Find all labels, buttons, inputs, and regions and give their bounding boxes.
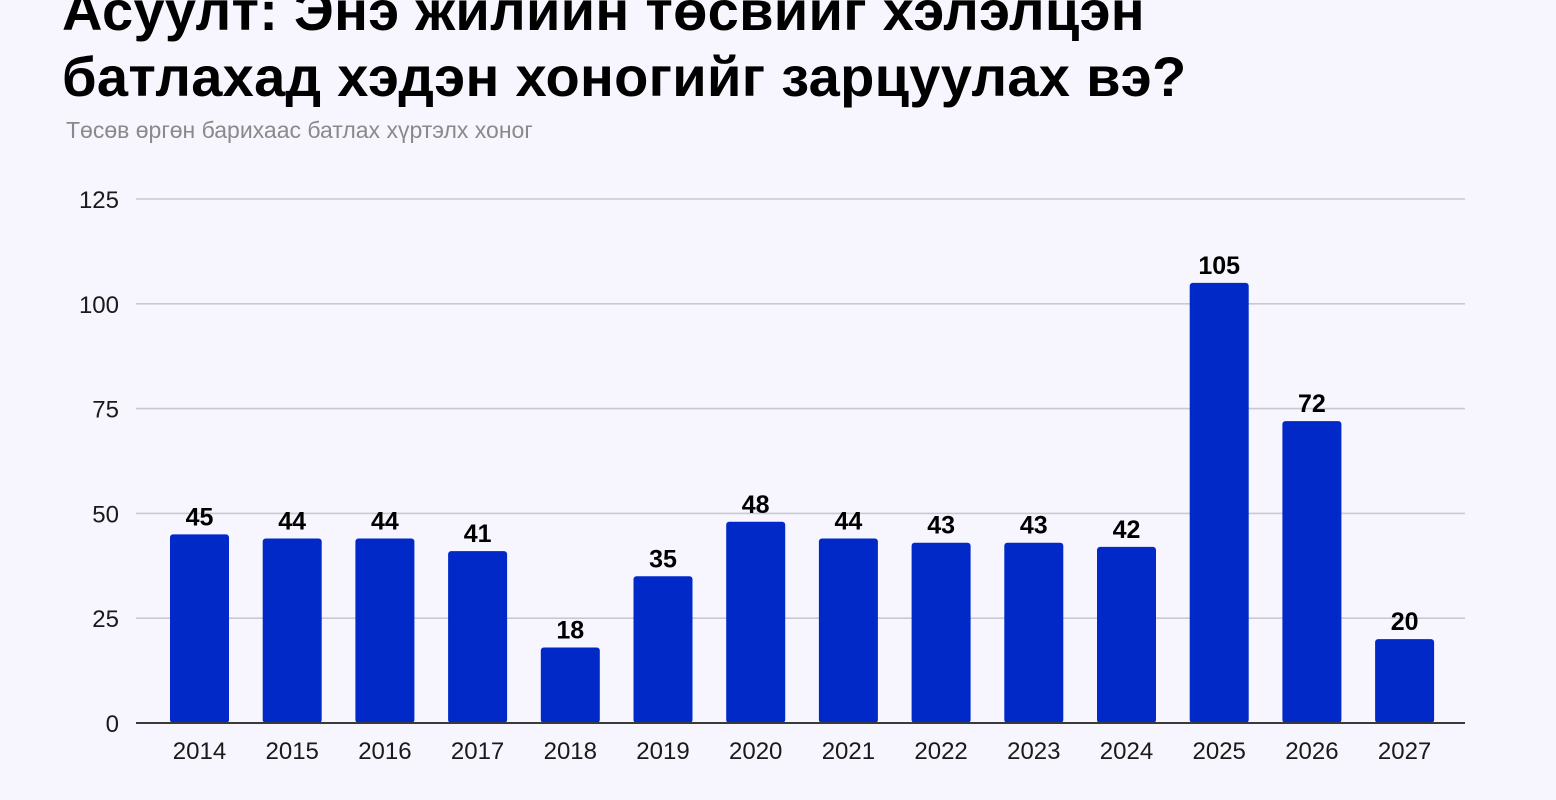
data-label-2016: 44 [371,508,399,536]
chart-subtitle: Төсөв өргөн барихаас батлах хүртэлх хоно… [66,117,533,143]
bar-2017 [448,551,508,723]
bar-2018 [540,647,600,723]
y-axis-ticks: 0 25 50 75 100 125 [79,187,119,738]
bar-2022 [911,542,971,723]
y-tick-label-25: 25 [92,606,119,633]
x-tick-label-2025: 2025 [1193,738,1246,765]
x-tick-label-2016: 2016 [358,738,411,765]
x-tick-label-2022: 2022 [914,738,967,765]
data-label-2020: 48 [742,491,770,519]
x-tick-label-2015: 2015 [266,738,319,765]
data-label-2014: 45 [186,503,214,531]
chart-title-line-2: батлахад хэдэн хоногийг зарцуулах вэ? [62,45,1187,108]
x-tick-label-2019: 2019 [636,738,689,765]
y-tick-label-50: 50 [92,501,119,528]
bar-2026 [1282,421,1342,723]
x-tick-label-2014: 2014 [173,738,226,765]
data-label-2019: 35 [649,545,677,573]
x-tick-label-2024: 2024 [1100,738,1153,765]
bar-2027 [1375,639,1435,723]
y-tick-label-100: 100 [79,292,119,319]
bar-2014 [170,534,229,723]
y-tick-label-0: 0 [106,711,119,738]
grid-lines [136,198,1465,620]
data-labels: 45 44 44 41 18 35 48 44 43 43 42 105 72 20 [186,252,1419,645]
data-label-2027: 20 [1391,608,1419,636]
bar-2019 [633,576,693,723]
bar-2016 [355,538,415,723]
data-label-2015: 44 [278,508,306,536]
chart-title: Асуулт: Энэ жилийн төсвийг хэлэлцэн батл… [62,0,1187,110]
x-tick-label-2026: 2026 [1285,738,1338,765]
data-label-2025: 105 [1198,252,1240,280]
bar-2025 [1189,282,1249,723]
bar-2024 [1097,546,1156,723]
y-tick-label-75: 75 [92,397,119,424]
x-axis-ticks: 2014 2015 2016 2017 2018 2019 2020 2021 2022 2023… [173,738,1431,765]
bar-2015 [262,538,322,723]
x-tick-label-2017: 2017 [451,738,504,765]
data-label-2024: 42 [1113,516,1141,544]
bar-2023 [1004,542,1064,723]
data-label-2022: 43 [927,512,955,540]
bar-2020 [726,521,786,723]
data-label-2021: 44 [834,508,862,536]
x-tick-label-2023: 2023 [1007,738,1060,765]
y-tick-label-125: 125 [79,187,119,214]
x-tick-label-2021: 2021 [822,738,875,765]
x-tick-label-2018: 2018 [544,738,597,765]
data-label-2026: 72 [1298,390,1326,418]
x-tick-label-2020: 2020 [729,738,782,765]
bars [170,282,1435,723]
data-label-2023: 43 [1020,512,1048,540]
data-label-2018: 18 [556,617,584,645]
chart-title-line-1: Асуулт: Энэ жилийн төсвийг хэлэлцэн [62,0,1145,42]
data-label-2017: 41 [464,520,492,548]
x-tick-label-2027: 2027 [1378,738,1431,765]
bar-2021 [818,538,878,723]
